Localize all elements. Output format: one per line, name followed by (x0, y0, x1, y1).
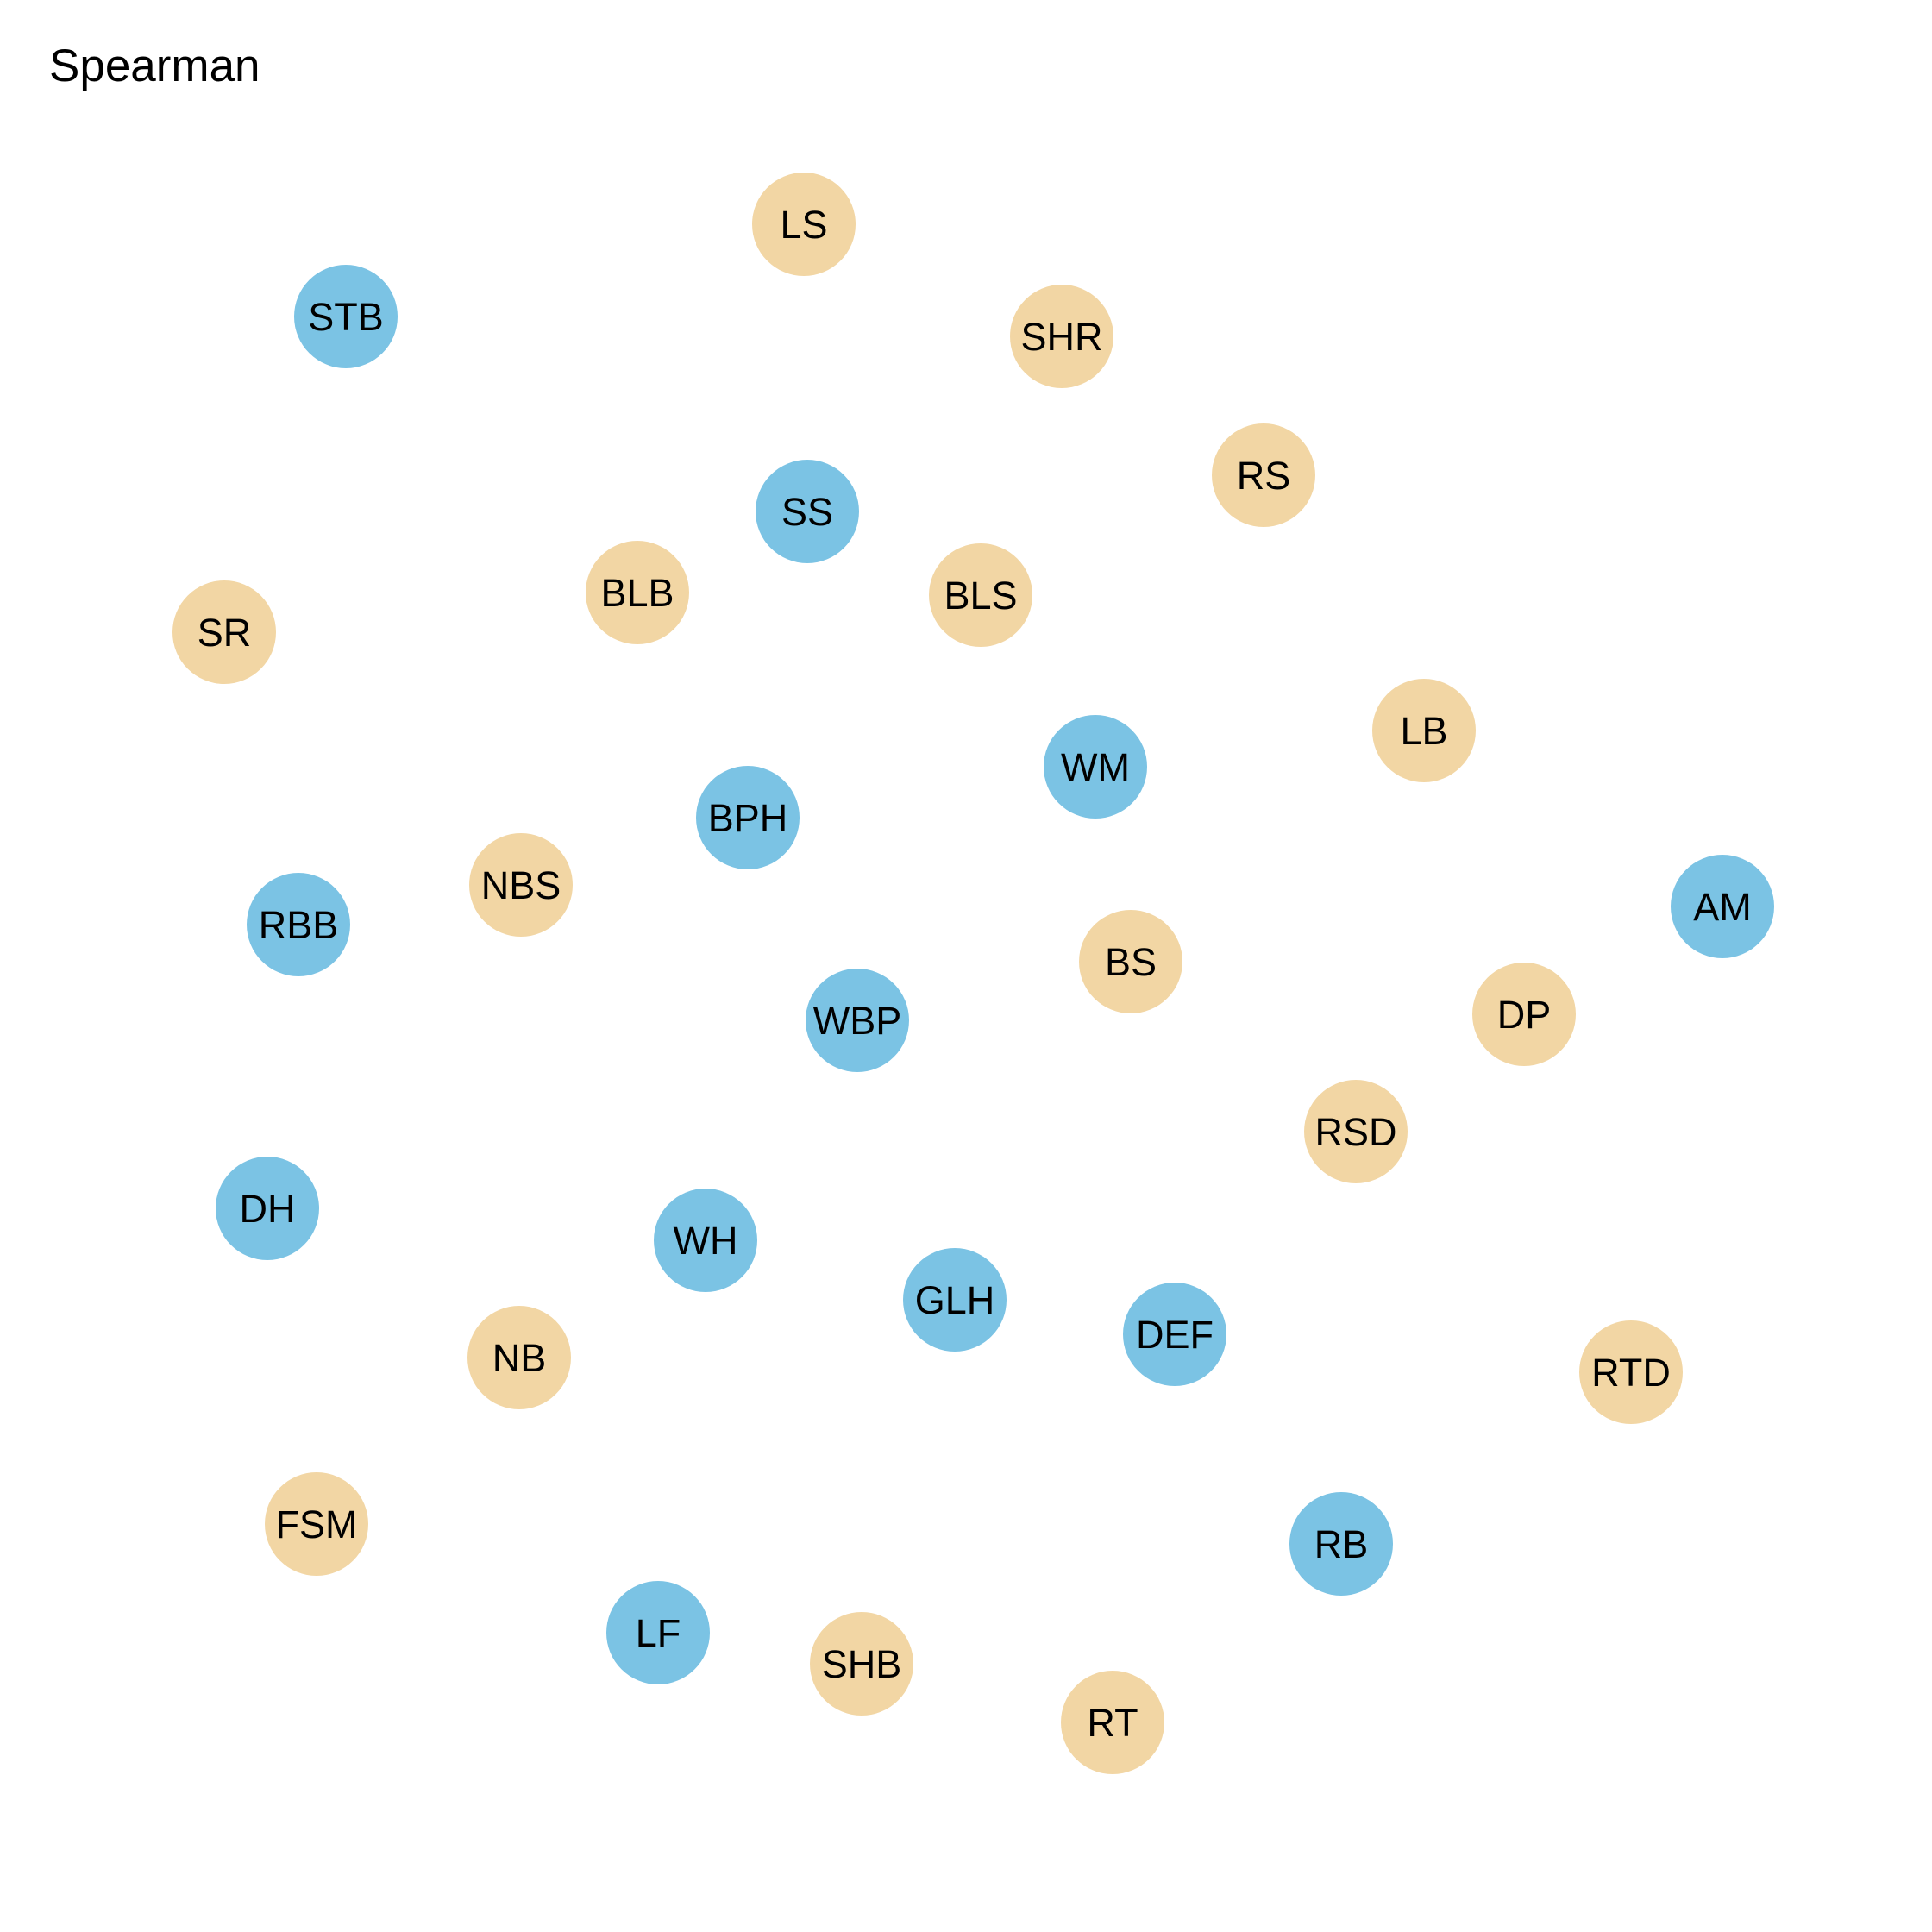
node-shr: SHR (1010, 285, 1113, 388)
node-rs: RS (1212, 423, 1315, 527)
node-rtd: RTD (1579, 1320, 1683, 1424)
node-label: SS (781, 489, 834, 534)
node-label: LS (780, 202, 828, 247)
node-fsm: FSM (265, 1472, 368, 1576)
node-dh: DH (216, 1157, 319, 1260)
node-label: RBB (258, 902, 339, 947)
node-label: DH (239, 1186, 296, 1231)
node-label: RT (1087, 1700, 1138, 1745)
node-rb: RB (1289, 1492, 1393, 1596)
node-rbb: RBB (247, 873, 350, 976)
node-label: NBS (480, 862, 561, 907)
node-wm: WM (1044, 715, 1147, 819)
node-rt: RT (1061, 1671, 1164, 1774)
node-label: BLB (600, 570, 674, 615)
node-label: WH (673, 1218, 738, 1263)
node-label: WBP (812, 998, 902, 1043)
node-bs: BS (1079, 910, 1182, 1013)
node-nbs: NBS (469, 833, 573, 937)
node-label: RB (1314, 1521, 1369, 1566)
node-shb: SHB (810, 1612, 913, 1716)
node-label: LF (635, 1610, 681, 1655)
node-label: SHB (821, 1641, 902, 1686)
node-dp: DP (1472, 963, 1576, 1066)
node-bph: BPH (696, 766, 800, 869)
node-label: RTD (1591, 1350, 1671, 1395)
node-lb: LB (1372, 679, 1476, 782)
node-label: FSM (275, 1502, 358, 1546)
node-label: BS (1104, 939, 1157, 984)
node-def: DEF (1123, 1283, 1226, 1386)
node-bls: BLS (929, 543, 1032, 647)
node-am: AM (1671, 855, 1774, 958)
node-label: BLS (944, 573, 1018, 618)
node-ls: LS (752, 172, 856, 276)
node-wh: WH (654, 1189, 757, 1292)
page-title: Spearman (49, 41, 260, 91)
node-label: RS (1236, 453, 1291, 498)
node-lf: LF (606, 1581, 710, 1684)
node-label: LB (1400, 708, 1448, 753)
node-stb: STB (294, 265, 398, 368)
node-label: NB (492, 1335, 547, 1380)
node-label: WM (1061, 744, 1130, 789)
node-label: STB (308, 294, 384, 339)
node-label: BPH (707, 795, 788, 840)
node-glh: GLH (903, 1248, 1007, 1352)
node-sr: SR (172, 580, 276, 684)
node-label: DEF (1136, 1312, 1214, 1357)
node-ss: SS (756, 460, 859, 563)
node-blb: BLB (586, 541, 689, 644)
node-rsd: RSD (1304, 1080, 1408, 1183)
node-nb: NB (467, 1306, 571, 1409)
node-label: GLH (914, 1277, 995, 1322)
node-label: RSD (1314, 1109, 1397, 1154)
node-wbp: WBP (806, 969, 909, 1072)
node-label: SR (197, 610, 252, 655)
node-label: SHR (1020, 314, 1103, 359)
node-label: AM (1693, 884, 1752, 929)
node-label: DP (1496, 992, 1552, 1037)
